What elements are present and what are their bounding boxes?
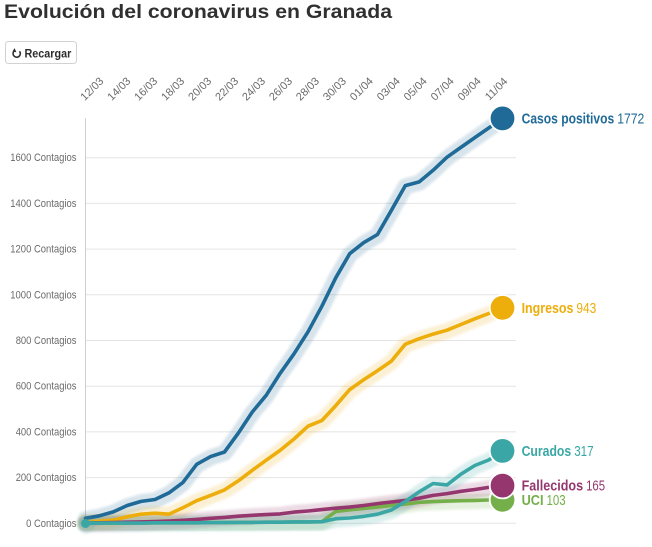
svg-text:18/03: 18/03 (159, 75, 187, 103)
svg-text:0 Contagios: 0 Contagios (26, 518, 77, 530)
svg-text:200 Contagios: 200 Contagios (16, 472, 77, 484)
svg-text:16/03: 16/03 (132, 75, 160, 103)
svg-text:03/04: 03/04 (375, 75, 403, 103)
svg-text:20/03: 20/03 (186, 75, 214, 103)
svg-text:05/04: 05/04 (402, 75, 430, 103)
svg-text:22/03: 22/03 (213, 75, 241, 103)
svg-text:1772: 1772 (617, 111, 644, 127)
svg-text:30/03: 30/03 (321, 75, 349, 103)
svg-text:Casos positivos: Casos positivos (522, 111, 615, 127)
svg-text:165: 165 (586, 479, 605, 495)
svg-text:943: 943 (576, 301, 596, 317)
svg-text:800 Contagios: 800 Contagios (16, 335, 77, 347)
svg-text:12/03: 12/03 (78, 75, 106, 103)
svg-text:Curados: Curados (522, 444, 572, 460)
svg-text:400 Contagios: 400 Contagios (16, 426, 77, 438)
svg-text:Fallecidos: Fallecidos (522, 479, 584, 495)
svg-text:11/04: 11/04 (483, 76, 510, 103)
svg-text:26/03: 26/03 (267, 75, 295, 103)
svg-text:01/04: 01/04 (348, 75, 376, 103)
svg-text:Ingresos: Ingresos (522, 301, 574, 317)
svg-text:07/04: 07/04 (429, 75, 457, 103)
svg-text:103: 103 (547, 493, 566, 509)
svg-text:UCI: UCI (522, 493, 544, 509)
svg-text:1200 Contagios: 1200 Contagios (10, 244, 77, 256)
svg-text:Recargar: Recargar (25, 47, 72, 61)
svg-text:09/04: 09/04 (456, 75, 484, 103)
svg-text:1400 Contagios: 1400 Contagios (10, 198, 77, 210)
svg-text:Evolución del coronavirus en G: Evolución del coronavirus en Granada (4, 1, 392, 23)
svg-text:28/03: 28/03 (294, 75, 322, 103)
svg-text:14/03: 14/03 (105, 75, 133, 103)
svg-text:317: 317 (574, 444, 594, 460)
svg-text:1000 Contagios: 1000 Contagios (10, 289, 77, 301)
svg-text:600 Contagios: 600 Contagios (16, 381, 77, 393)
svg-text:1600 Contagios: 1600 Contagios (10, 152, 77, 164)
svg-text:24/03: 24/03 (240, 75, 268, 103)
